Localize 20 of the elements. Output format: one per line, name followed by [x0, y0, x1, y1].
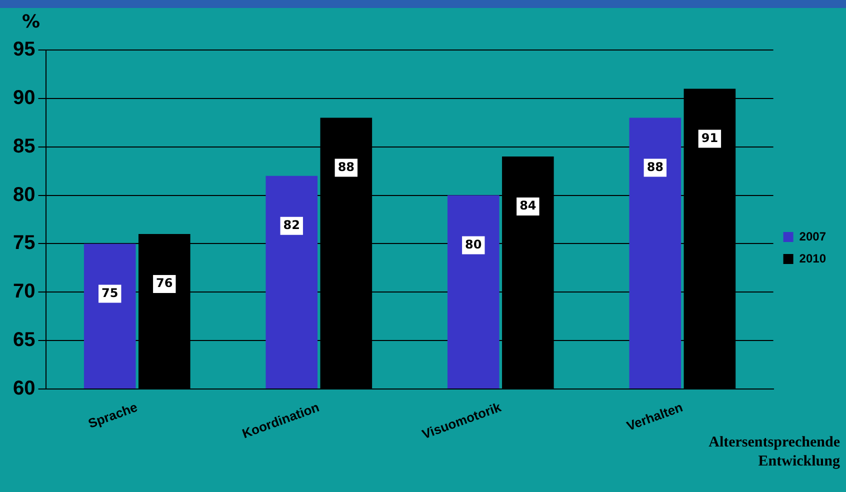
- y-axis-title: %: [22, 12, 40, 33]
- data-label: 88: [646, 160, 664, 174]
- data-label: 80: [465, 237, 482, 252]
- legend-label: 2010: [799, 251, 826, 266]
- y-tick-label: 95: [12, 38, 36, 61]
- y-tick-label: 65: [12, 329, 36, 352]
- data-label: 76: [156, 276, 173, 290]
- data-label: 82: [283, 218, 300, 232]
- x-axis-title: Altersentsprechende Entwicklung: [708, 434, 840, 470]
- y-tick-label: 85: [12, 135, 36, 158]
- y-tick-label: 60: [12, 378, 36, 400]
- data-label: 91: [701, 130, 718, 145]
- y-tick-label: 70: [12, 280, 36, 303]
- legend-label: 2007: [799, 229, 826, 244]
- y-tick-label: 90: [12, 86, 36, 109]
- y-tick-label: 75: [12, 232, 36, 254]
- data-label: 88: [338, 160, 355, 174]
- data-label: 75: [102, 286, 118, 300]
- data-label: 84: [520, 198, 536, 213]
- y-tick-label: 80: [12, 184, 36, 206]
